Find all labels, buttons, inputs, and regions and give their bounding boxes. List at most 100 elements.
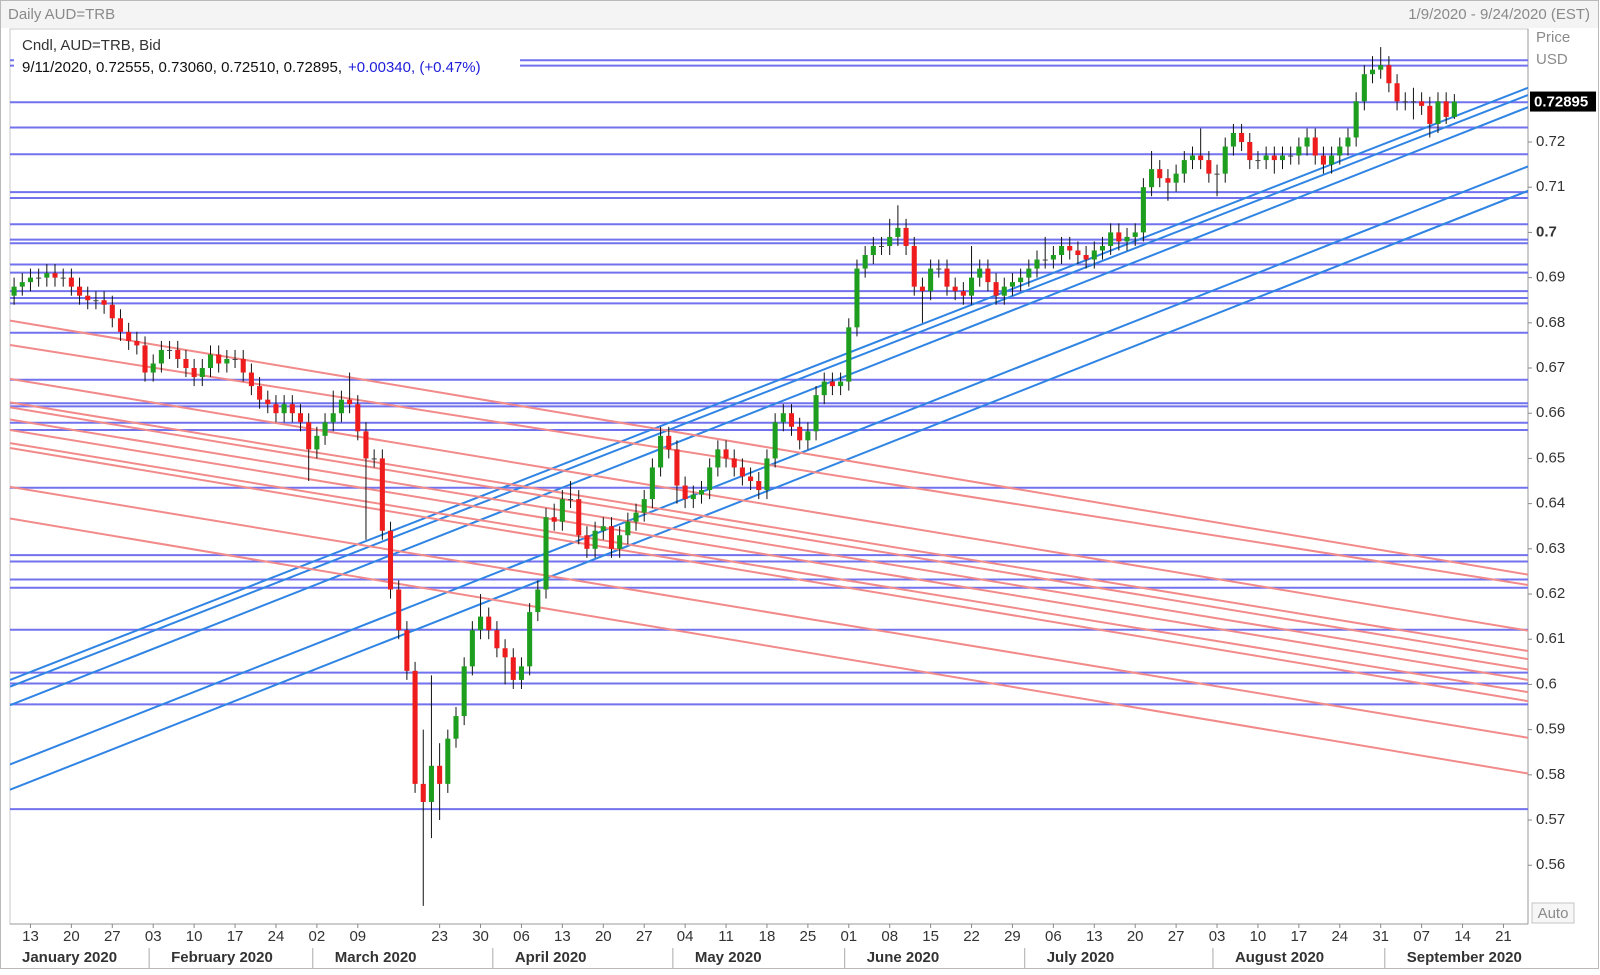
x-tick-label: 22	[963, 928, 980, 945]
candle-body	[862, 255, 868, 269]
y-tick-label: 0.71	[1536, 178, 1565, 195]
candle-body	[207, 354, 214, 369]
candle-body	[1132, 232, 1138, 237]
candle-body	[363, 431, 369, 459]
ohlc-info: 9/11/2020, 0.72555, 0.73060, 0.72510, 0.…	[22, 59, 481, 76]
candle-body	[584, 535, 590, 549]
candle-body	[649, 467, 655, 500]
candle-body	[1001, 286, 1007, 296]
y-tick-label: 0.68	[1536, 314, 1565, 331]
trend-line	[10, 447, 1528, 703]
candle-body	[486, 616, 492, 631]
trend-line	[10, 94, 1528, 688]
trend-line	[10, 189, 1528, 791]
candle-body	[690, 494, 696, 500]
candle-body	[1320, 155, 1326, 165]
price-change: +0.00340, (+0.47%)	[348, 59, 481, 76]
candle-body	[887, 236, 893, 246]
candle-body	[723, 449, 729, 459]
candle-body	[748, 476, 754, 482]
candle-body	[142, 345, 148, 373]
candle-body	[895, 227, 901, 237]
candle-body	[1361, 74, 1367, 102]
candle-body	[355, 404, 361, 432]
trend-line	[10, 485, 1528, 739]
month-label: February 2020	[171, 949, 273, 966]
candle-body	[379, 458, 385, 531]
y-tick-label: 0.57	[1536, 811, 1565, 828]
candle-body	[338, 399, 344, 414]
candle-body	[715, 449, 721, 468]
candle-body	[1353, 101, 1359, 138]
auto-scale-button[interactable]	[1531, 902, 1575, 924]
candle-body	[420, 783, 426, 802]
candle-body	[44, 273, 50, 278]
candle-body	[911, 245, 917, 287]
candle-body	[1026, 268, 1032, 278]
x-tick-label: 04	[677, 928, 694, 945]
candle-body	[248, 372, 254, 387]
candle-body	[928, 268, 934, 292]
candle-body	[371, 458, 377, 460]
candle-body	[322, 422, 328, 436]
x-tick-label: 21	[1495, 928, 1512, 945]
x-tick-label: 27	[1168, 928, 1185, 945]
candle-body	[1181, 160, 1187, 174]
candle-body	[11, 286, 17, 296]
candle-body	[265, 399, 271, 405]
price-axis-title: Price	[1536, 29, 1570, 46]
x-tick-label: 11	[718, 928, 734, 945]
candle-body	[191, 368, 197, 378]
candle-body	[1263, 155, 1269, 161]
candle-body	[1108, 232, 1114, 246]
candle-body	[1329, 155, 1335, 165]
month-label: January 2020	[22, 949, 117, 966]
candle-body	[960, 291, 966, 296]
title-bar	[1, 1, 1598, 28]
candle-body	[1345, 137, 1351, 147]
candle-body	[518, 666, 524, 680]
candle-body	[158, 349, 164, 364]
x-tick-label: 24	[268, 928, 285, 945]
candle-body	[813, 395, 819, 432]
x-tick-label: 25	[800, 928, 817, 945]
candle-body	[1419, 101, 1425, 106]
x-tick-label: 30	[472, 928, 489, 945]
x-tick-label: 17	[227, 928, 244, 945]
candle-body	[739, 467, 745, 477]
date-range: 1/9/2020 - 9/24/2020 (EST)	[1408, 6, 1590, 23]
candle-body	[257, 386, 263, 400]
candle-body	[330, 413, 336, 423]
candle-body	[952, 286, 958, 292]
candle-body	[1369, 69, 1376, 75]
candle-body	[1189, 155, 1196, 161]
candle-body	[576, 499, 582, 536]
x-tick-label: 07	[1413, 928, 1430, 945]
y-tick-label: 0.58	[1536, 766, 1565, 783]
candle-body	[1304, 137, 1310, 147]
candle-body	[232, 358, 238, 360]
x-tick-label: 13	[554, 928, 571, 945]
candle-body	[756, 481, 762, 491]
candle-body	[772, 422, 778, 459]
candle-body	[1075, 250, 1081, 256]
candle-body	[527, 612, 533, 667]
candle-body	[1165, 178, 1171, 183]
candle-body	[1312, 137, 1318, 156]
y-tick-label: 0.64	[1536, 495, 1565, 512]
candle-body	[273, 404, 279, 414]
x-tick-label: 06	[513, 928, 530, 945]
y-tick-label: 0.6	[1536, 675, 1557, 692]
last-price-label: 0.72895	[1534, 94, 1588, 111]
y-tick-label: 0.65	[1536, 449, 1565, 466]
month-label: April 2020	[515, 949, 587, 966]
candle-body	[1198, 155, 1204, 161]
candle-body	[1255, 160, 1261, 162]
candle-body	[1386, 65, 1392, 84]
candle-body	[1222, 146, 1228, 174]
x-tick-label: 29	[1004, 928, 1021, 945]
candle-body	[797, 426, 803, 441]
trend-line	[10, 319, 1528, 576]
legend-title: Cndl, AUD=TRB, Bid	[22, 37, 161, 54]
x-tick-label: 20	[1127, 928, 1144, 945]
